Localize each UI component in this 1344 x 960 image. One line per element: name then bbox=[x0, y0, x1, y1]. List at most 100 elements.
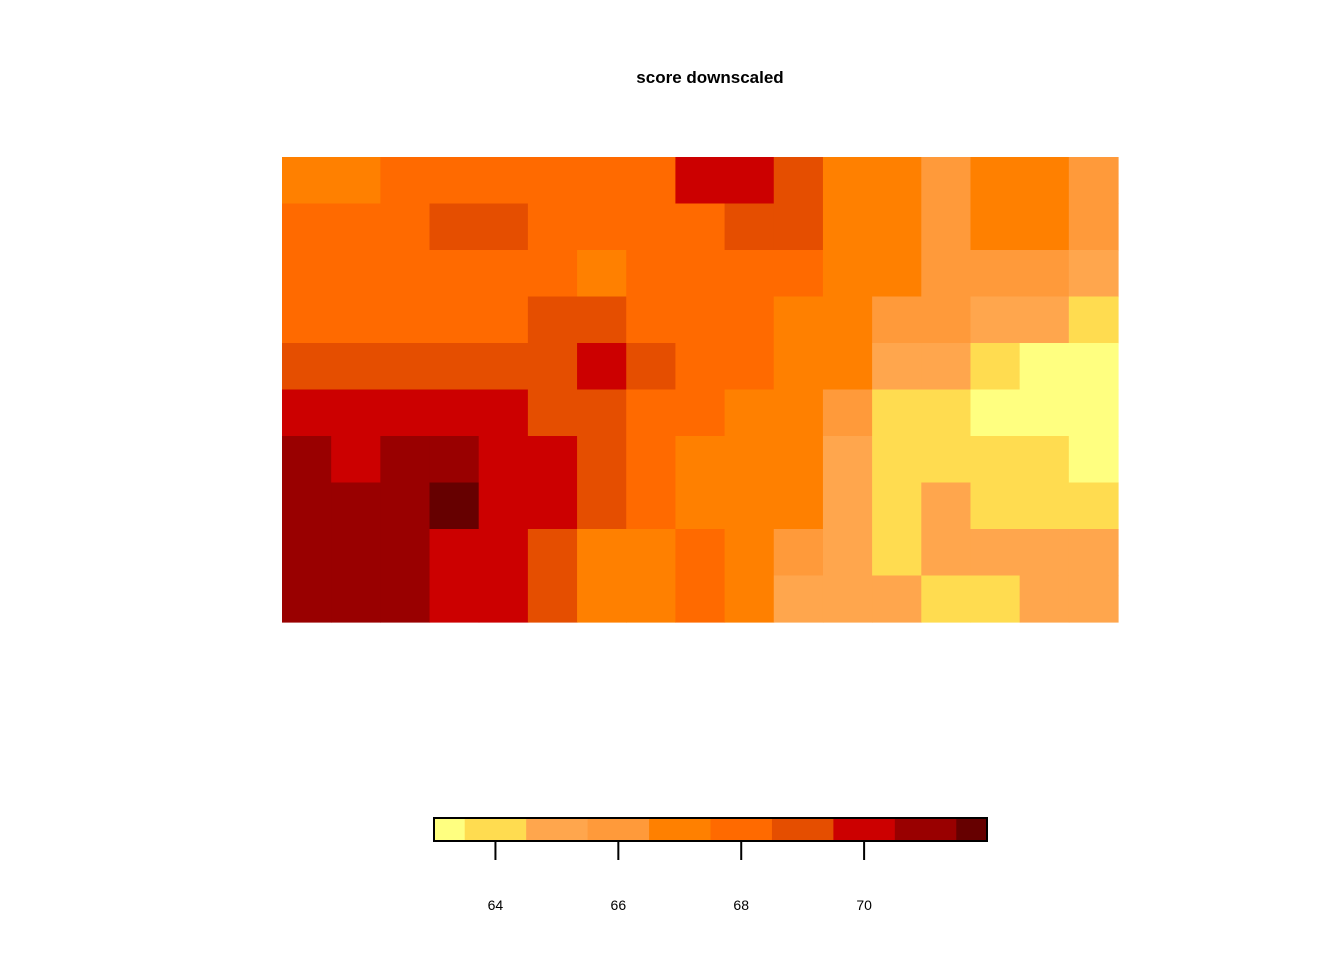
heatmap-cell bbox=[626, 203, 677, 251]
heatmap-cell bbox=[527, 575, 578, 623]
legend-swatch bbox=[587, 818, 650, 841]
heatmap-cell bbox=[626, 250, 677, 298]
heatmap-cell bbox=[478, 575, 529, 623]
heatmap-cell bbox=[675, 575, 726, 623]
heatmap-cell bbox=[1068, 482, 1119, 530]
heatmap-cell bbox=[527, 482, 578, 530]
heatmap-cell bbox=[872, 157, 922, 205]
heatmap-cell bbox=[970, 157, 1021, 205]
heatmap-cell bbox=[872, 529, 922, 577]
heatmap-cell bbox=[527, 157, 578, 205]
heatmap-cell bbox=[282, 343, 332, 391]
heatmap-cell bbox=[478, 529, 529, 577]
legend-tick-label: 66 bbox=[611, 897, 627, 913]
heatmap-cell bbox=[872, 250, 922, 298]
heatmap-cell bbox=[478, 389, 529, 437]
heatmap-cell bbox=[1019, 529, 1070, 577]
heatmap-cell bbox=[577, 529, 627, 577]
legend-swatches bbox=[434, 818, 988, 841]
heatmap-cell bbox=[331, 157, 381, 205]
heatmap-cell bbox=[970, 250, 1021, 298]
legend-swatch bbox=[771, 818, 834, 841]
heatmap-cell bbox=[724, 482, 775, 530]
heatmap-cell bbox=[1068, 157, 1119, 205]
heatmap-cell bbox=[1068, 296, 1119, 344]
heatmap-cell bbox=[380, 389, 431, 437]
heatmap-cell bbox=[872, 343, 922, 391]
heatmap-cell bbox=[577, 389, 627, 437]
heatmap-cell bbox=[822, 157, 873, 205]
heatmap-cell bbox=[724, 343, 775, 391]
heatmap-cell bbox=[577, 157, 627, 205]
heatmap-cell bbox=[921, 482, 972, 530]
heatmap-cell bbox=[1019, 203, 1070, 251]
heatmap-cell bbox=[478, 482, 529, 530]
heatmap-cell bbox=[429, 575, 480, 623]
heatmap-cell bbox=[1068, 575, 1119, 623]
heatmap-cell bbox=[380, 575, 431, 623]
heatmap-cell bbox=[1068, 436, 1119, 484]
heatmap-cell bbox=[626, 296, 677, 344]
legend-swatch bbox=[434, 818, 466, 841]
heatmap-cell bbox=[872, 389, 922, 437]
legend-swatch bbox=[710, 818, 773, 841]
heatmap-cell bbox=[822, 343, 873, 391]
heatmap-cell bbox=[577, 482, 627, 530]
heatmap-cell bbox=[527, 250, 578, 298]
heatmap-cell bbox=[872, 436, 922, 484]
heatmap-cell bbox=[626, 343, 677, 391]
heatmap-cell bbox=[577, 250, 627, 298]
legend-swatch bbox=[464, 818, 527, 841]
heatmap-cell bbox=[675, 529, 726, 577]
heatmap-cell bbox=[921, 296, 972, 344]
legend-tick-label: 70 bbox=[856, 897, 872, 913]
heatmap-cell bbox=[872, 482, 922, 530]
heatmap-cell bbox=[773, 482, 824, 530]
heatmap-cell bbox=[626, 157, 677, 205]
heatmap-cell bbox=[626, 529, 677, 577]
heatmap-cell bbox=[429, 157, 480, 205]
heatmap-cell bbox=[282, 250, 332, 298]
heatmap-cell bbox=[921, 389, 972, 437]
heatmap-cell bbox=[675, 343, 726, 391]
heatmap-cell bbox=[675, 389, 726, 437]
heatmap-cell bbox=[429, 389, 480, 437]
heatmap-cell bbox=[380, 436, 431, 484]
heatmap-cell bbox=[331, 343, 381, 391]
heatmap-cell bbox=[970, 343, 1021, 391]
heatmap-cell bbox=[822, 389, 873, 437]
heatmap-cell bbox=[527, 343, 578, 391]
heatmap-cell bbox=[478, 250, 529, 298]
heatmap-cell bbox=[724, 296, 775, 344]
heatmap-cell bbox=[921, 343, 972, 391]
heatmap-cell bbox=[675, 296, 726, 344]
heatmap-cell bbox=[380, 157, 431, 205]
heatmap-cell bbox=[429, 529, 480, 577]
heatmap-cell bbox=[282, 203, 332, 251]
heatmap-cell bbox=[822, 296, 873, 344]
heatmap-cell bbox=[970, 203, 1021, 251]
heatmap-cell bbox=[577, 575, 627, 623]
heatmap-cell bbox=[773, 250, 824, 298]
heatmap-cell bbox=[331, 203, 381, 251]
heatmap-cell bbox=[478, 203, 529, 251]
heatmap-cell bbox=[527, 203, 578, 251]
heatmap-cell bbox=[577, 203, 627, 251]
heatmap-cell bbox=[675, 482, 726, 530]
heatmap-cell bbox=[970, 436, 1021, 484]
heatmap-cell bbox=[675, 436, 726, 484]
heatmap-cell bbox=[380, 343, 431, 391]
heatmap-cell bbox=[331, 250, 381, 298]
heatmap-cell bbox=[921, 529, 972, 577]
heatmap-cell bbox=[822, 250, 873, 298]
heatmap-cell bbox=[282, 157, 332, 205]
heatmap-cell bbox=[1068, 343, 1119, 391]
heatmap-cell bbox=[527, 529, 578, 577]
heatmap-cell bbox=[626, 389, 677, 437]
heatmap-cell bbox=[1019, 482, 1070, 530]
heatmap-cell bbox=[675, 203, 726, 251]
heatmap-cell bbox=[429, 343, 480, 391]
heatmap-cell bbox=[527, 389, 578, 437]
legend-swatch bbox=[833, 818, 896, 841]
